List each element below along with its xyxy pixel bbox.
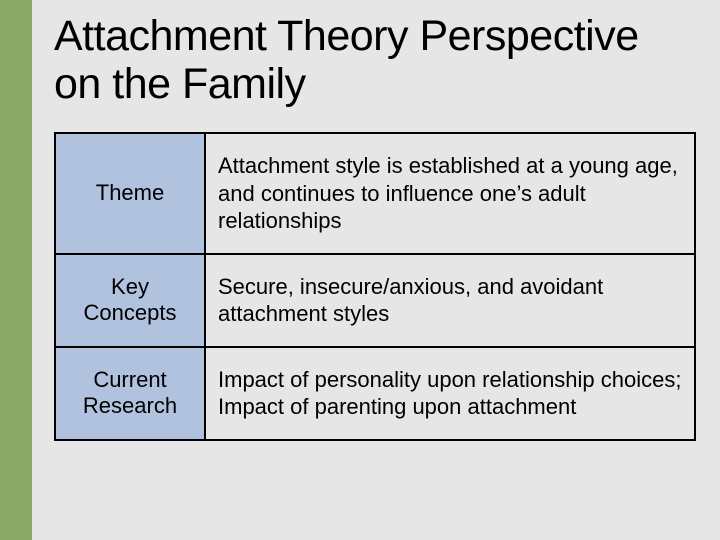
slide-title: Attachment Theory Perspective on the Fam… <box>54 12 696 108</box>
slide: Attachment Theory Perspective on the Fam… <box>0 0 720 540</box>
table-row: Current Research Impact of personality u… <box>55 347 695 440</box>
slide-content: Attachment Theory Perspective on the Fam… <box>32 0 720 540</box>
table-row: Theme Attachment style is established at… <box>55 133 695 254</box>
row-label-theme: Theme <box>55 133 205 254</box>
accent-bar <box>0 0 32 540</box>
row-label-key-concepts: Key Concepts <box>55 254 205 347</box>
row-desc-key-concepts: Secure, insecure/anxious, and avoidant a… <box>205 254 695 347</box>
row-label-current-research: Current Research <box>55 347 205 440</box>
content-table: Theme Attachment style is established at… <box>54 132 696 441</box>
row-desc-current-research: Impact of personality upon relationship … <box>205 347 695 440</box>
row-desc-theme: Attachment style is established at a you… <box>205 133 695 254</box>
table-row: Key Concepts Secure, insecure/anxious, a… <box>55 254 695 347</box>
